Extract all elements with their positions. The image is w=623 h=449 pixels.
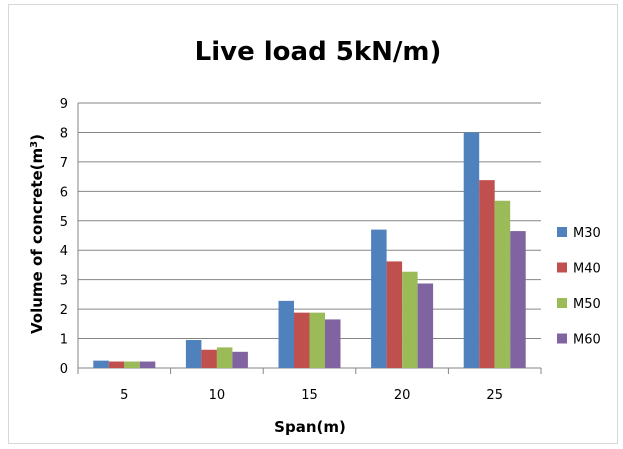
y-tick-label: 8 [60, 126, 68, 141]
y-tick-label: 5 [60, 215, 68, 230]
legend-label: M40 [573, 262, 601, 277]
x-tick-label: 10 [209, 388, 226, 403]
chart-frame [8, 4, 618, 444]
y-tick-label: 7 [60, 156, 68, 171]
y-tick-label: 4 [60, 244, 68, 259]
x-tick-label: 5 [120, 388, 128, 403]
bar-M30-20 [371, 229, 387, 368]
x-axis-title: Span(m) [274, 418, 346, 436]
legend: M30 M40 M50 M60 [557, 226, 601, 348]
y-tick-labels: 0 1 2 3 4 5 6 7 8 9 [60, 97, 68, 377]
bar-M60-10 [232, 351, 248, 368]
x-tick-label: 15 [301, 388, 318, 403]
legend-swatch-M30 [557, 227, 567, 237]
y-tick-label: 6 [60, 185, 68, 200]
bar-M40-20 [386, 261, 403, 368]
bar-M50-15 [309, 312, 325, 368]
bar-M40-10 [201, 349, 217, 368]
bar-M40-15 [294, 312, 310, 368]
x-tick-label: 20 [394, 388, 411, 403]
bars [93, 132, 526, 368]
y-tick-label: 1 [60, 333, 68, 348]
legend-label: M60 [573, 333, 601, 348]
x-tick-label: 25 [486, 388, 503, 403]
bar-M40-25 [479, 180, 495, 368]
x-tick-labels: 5 10 15 20 25 [120, 388, 503, 403]
bar-M50-5 [124, 361, 140, 368]
y-tick-label: 2 [60, 303, 68, 318]
chart-title: Live load 5kN/m) [195, 37, 442, 67]
legend-swatch-M50 [557, 298, 567, 308]
bar-M30-10 [185, 340, 202, 368]
bar-M40-5 [108, 361, 125, 368]
y-tick-label: 9 [60, 97, 68, 112]
legend-label: M30 [573, 226, 601, 241]
bar-M30-25 [463, 132, 480, 368]
y-tick-label: 3 [60, 274, 68, 289]
y-axis-title-end: ) [28, 134, 46, 141]
bar-M50-20 [402, 271, 418, 368]
bar-M30-15 [278, 300, 294, 368]
legend-swatch-M60 [557, 333, 567, 344]
bar-M60-15 [325, 319, 341, 368]
legend-swatch-M40 [557, 262, 567, 273]
y-axis-title-superscript: 3 [29, 141, 40, 148]
y-axis-title: Volume of concrete(m3) [28, 134, 46, 334]
bar-M60-5 [139, 361, 156, 368]
bar-M50-10 [216, 347, 233, 368]
bar-M30-5 [93, 360, 109, 368]
bar-M60-20 [417, 283, 434, 368]
bar-M60-25 [510, 231, 526, 368]
legend-label: M50 [573, 297, 601, 312]
y-axis-title-main: Volume of concrete(m [28, 148, 46, 334]
bar-M50-25 [494, 200, 511, 368]
y-tick-label: 0 [60, 362, 68, 377]
